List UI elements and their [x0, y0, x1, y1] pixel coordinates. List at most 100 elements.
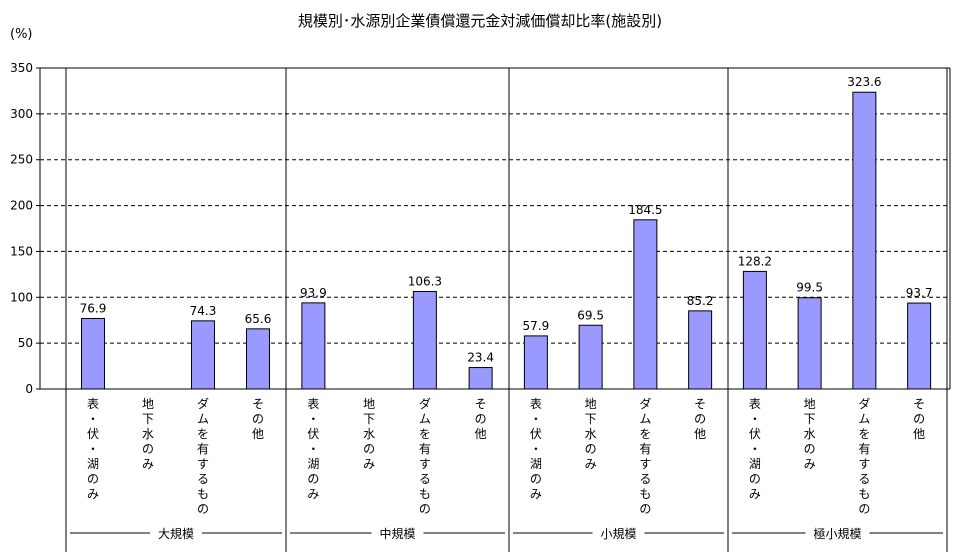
data-label: 93.9 [300, 286, 327, 300]
bar [688, 310, 713, 390]
category-label: み [804, 457, 816, 471]
category-label: の [252, 412, 264, 426]
category-label: る [858, 472, 870, 486]
bar [191, 320, 215, 390]
category-label: 伏 [307, 427, 319, 441]
bar [907, 302, 932, 390]
category-label: の [694, 412, 706, 426]
bar [246, 328, 270, 390]
category-label: ダ [639, 396, 651, 411]
category-label: 表 [749, 397, 761, 411]
chart-title: 規模別･水源別企業債償還元金対減価償却比率(施設別) [298, 12, 662, 30]
y-tick-label: 250 [10, 153, 33, 167]
category-label: の [913, 412, 925, 426]
category-label: の [419, 502, 431, 516]
data-label: 323.6 [847, 75, 881, 89]
category-label: 伏 [749, 427, 761, 441]
category-label: そ [252, 397, 264, 411]
category-label: 地 [363, 397, 375, 411]
axes: 0 50 100 150 200 250 300 350 [10, 61, 951, 552]
category-label: の [307, 472, 319, 486]
category-label: ム [197, 412, 209, 426]
group-label: 大規模 [158, 526, 194, 541]
category-labels: 表・伏・湖のみ地下水のみダムを有するものその他表・伏・湖のみ地下水のみダムを有す… [87, 396, 925, 516]
y-tick-label: 350 [10, 61, 33, 75]
data-label: 93.7 [906, 286, 933, 300]
category-label: の [142, 442, 154, 456]
category-label: 水 [363, 427, 375, 441]
category-label: る [639, 472, 651, 486]
data-label: 99.5 [796, 281, 823, 295]
group-label: 小規模 [600, 526, 636, 541]
category-label: 湖 [530, 456, 542, 471]
category-label: 下 [804, 412, 816, 426]
category-label: ・ [307, 442, 319, 456]
category-label: の [475, 412, 487, 426]
category-label: そ [475, 397, 487, 411]
category-label: ・ [749, 442, 761, 456]
category-label: 下 [363, 412, 375, 426]
data-label: 57.9 [523, 319, 550, 333]
category-label: す [858, 457, 870, 471]
category-label: 湖 [307, 456, 319, 471]
y-tick-label: 0 [25, 382, 33, 396]
category-label: ・ [530, 442, 542, 456]
bar [852, 91, 877, 390]
category-label: 地 [585, 397, 597, 411]
category-label: の [530, 472, 542, 486]
data-label: 23.4 [467, 351, 494, 365]
bar [412, 291, 437, 390]
category-label: そ [694, 397, 706, 411]
bar [797, 297, 822, 390]
category-label: も [639, 487, 651, 501]
y-tick-label: 100 [10, 290, 33, 304]
category-label: 他 [252, 427, 264, 441]
data-label: 184.5 [628, 203, 662, 217]
category-label: み [363, 457, 375, 471]
bar [578, 324, 603, 390]
bar [523, 335, 548, 390]
category-label: 伏 [530, 427, 542, 441]
category-label: 伏 [87, 427, 99, 441]
category-label: 有 [858, 442, 870, 456]
category-label: そ [913, 397, 925, 411]
category-label: 有 [639, 442, 651, 456]
y-tick-label: 150 [10, 244, 33, 258]
category-label: み [142, 457, 154, 471]
category-label: 他 [694, 427, 706, 441]
group-labels: 大規模 中規模 小規模 極小規模 [70, 526, 943, 541]
category-label: 有 [419, 442, 431, 456]
category-label: の [804, 442, 816, 456]
category-label: も [858, 487, 870, 501]
category-label: 水 [585, 427, 597, 441]
category-label: み [87, 487, 99, 501]
category-label: の [87, 472, 99, 486]
category-label: 有 [197, 442, 209, 456]
group-label: 中規模 [379, 526, 415, 541]
data-label: 76.9 [80, 301, 107, 315]
category-label: を [419, 427, 431, 441]
category-label: 表 [87, 397, 99, 411]
category-label: 他 [913, 427, 925, 441]
bars [81, 91, 932, 390]
category-label: 表 [307, 397, 319, 411]
data-label: 106.3 [408, 275, 442, 289]
category-label: る [419, 472, 431, 486]
category-label: み [307, 487, 319, 501]
category-label: も [197, 487, 209, 501]
category-label: ダ [197, 396, 209, 411]
bar [742, 270, 767, 390]
data-label: 128.2 [738, 254, 772, 268]
category-label: ・ [87, 412, 99, 426]
bar [468, 367, 493, 390]
category-label: ダ [419, 396, 431, 411]
category-label: を [639, 427, 651, 441]
bar [301, 302, 326, 390]
category-label: 地 [142, 397, 154, 411]
category-label: み [530, 487, 542, 501]
category-label: を [197, 427, 209, 441]
y-tick-label: 200 [10, 199, 33, 213]
category-label: 湖 [87, 456, 99, 471]
category-label: 他 [475, 427, 487, 441]
data-labels: 76.9 74.3 65.6 93.9 106.3 23.4 57.9 69.5 184.5 85… [80, 75, 933, 364]
